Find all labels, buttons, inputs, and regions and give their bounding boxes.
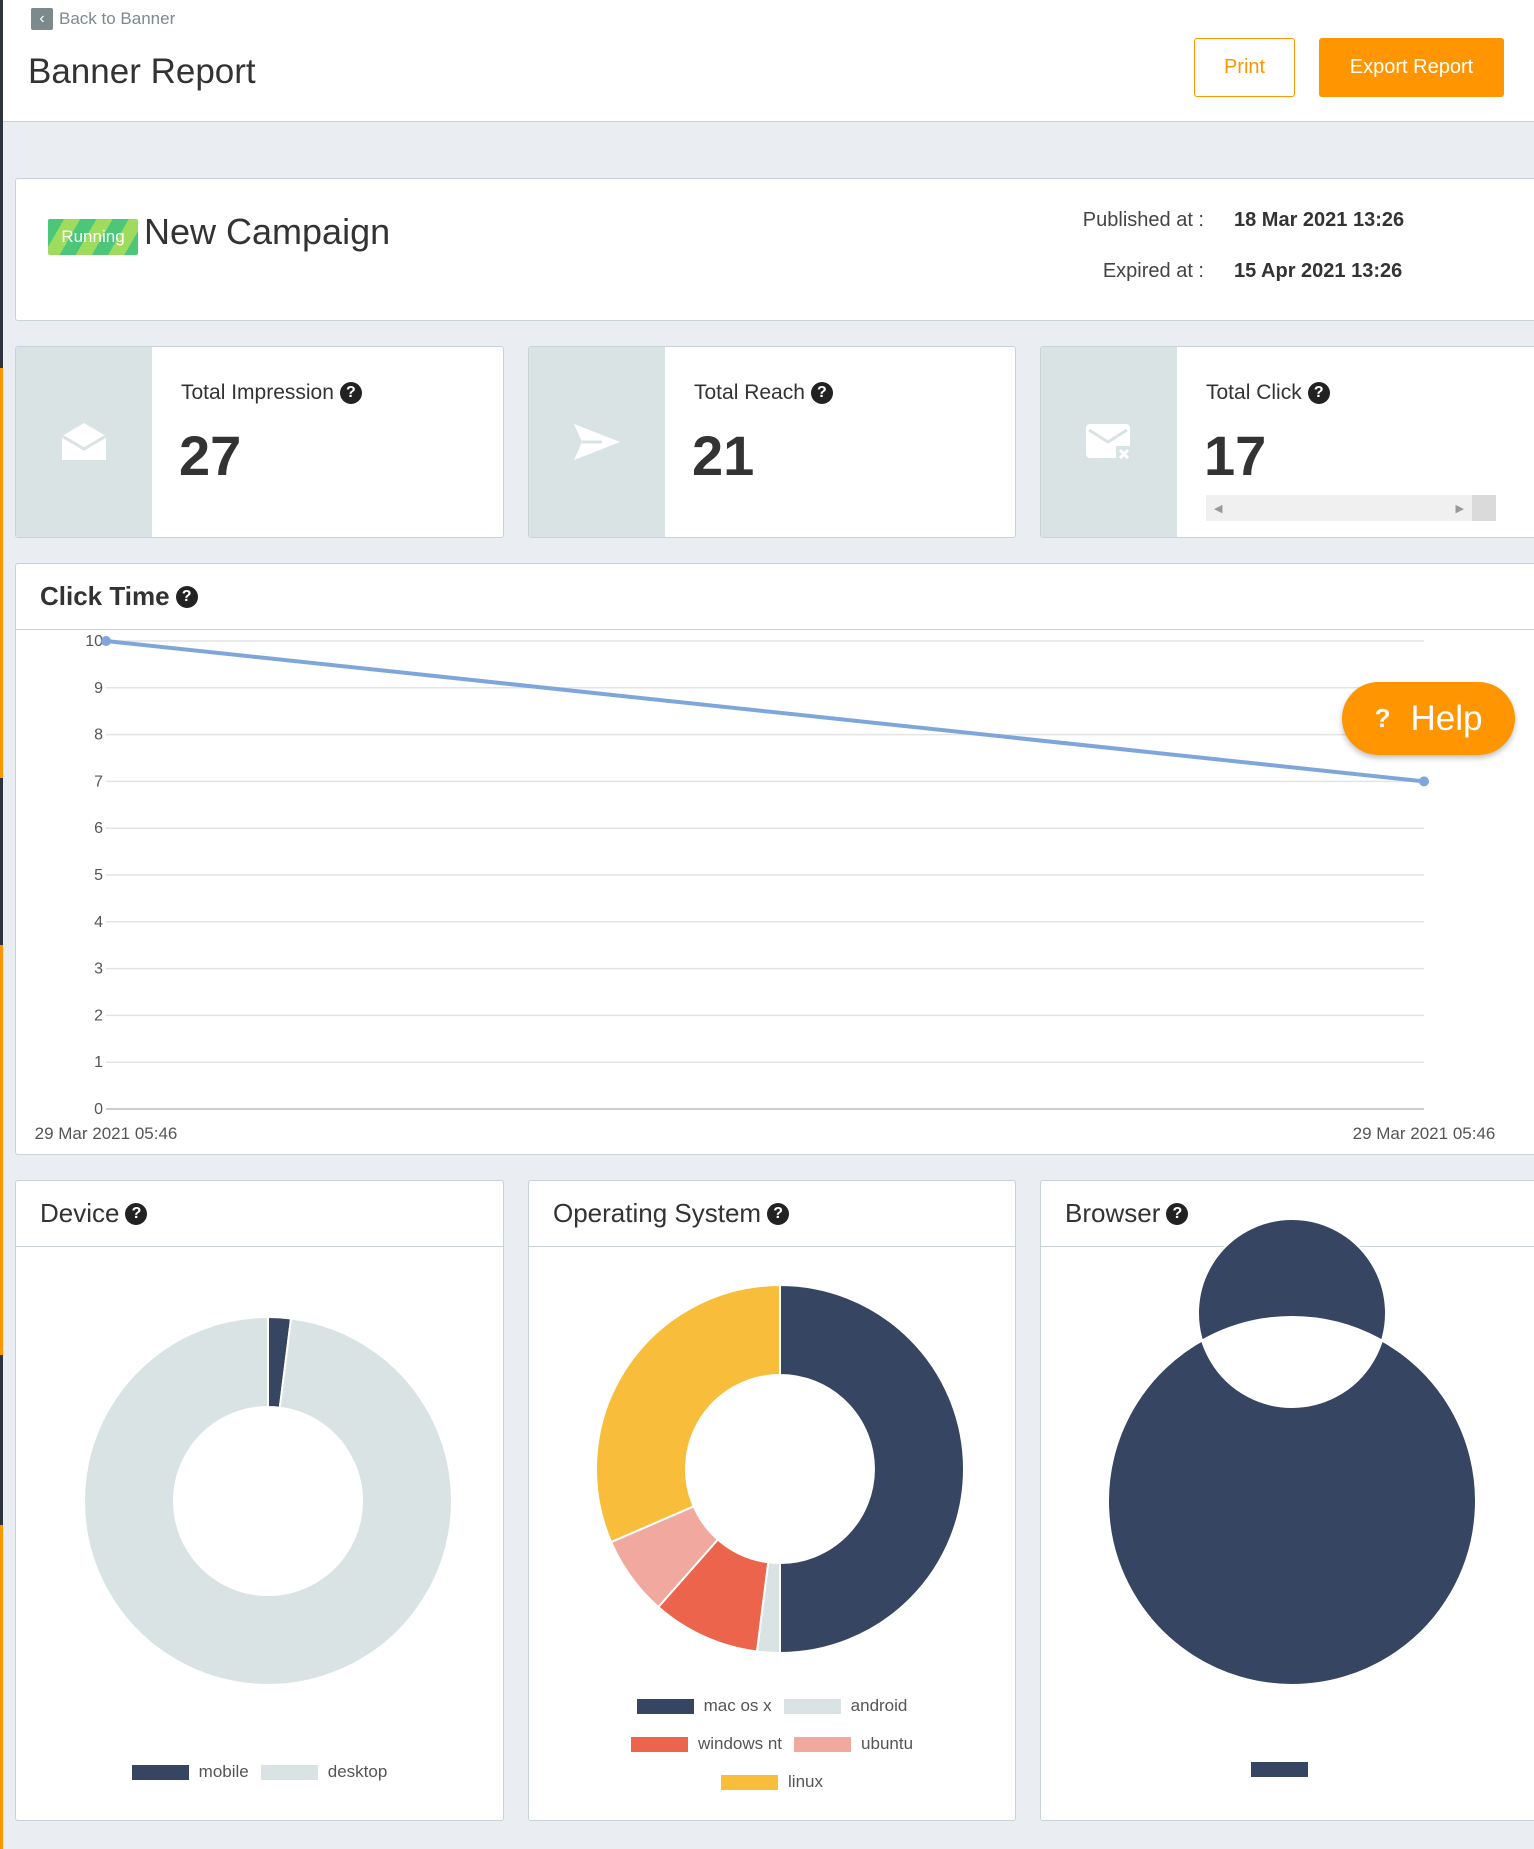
help-icon[interactable]: ?: [810, 382, 833, 404]
legend-label: android: [850, 1696, 908, 1715]
stat-label: Total Click: [1206, 381, 1302, 404]
help-icon[interactable]: ?: [1307, 382, 1330, 404]
y-tick-label: 3: [94, 961, 103, 978]
stat-value: 21: [692, 424, 755, 487]
click-time-card: Click Time? 0 1 2 3 4 5 6 7 8 9 10 29 Mar 2021 05:4…: [15, 563, 1534, 1155]
data-point[interactable]: [101, 636, 111, 646]
legend-swatch: [636, 1698, 694, 1714]
help-icon[interactable]: ?: [339, 382, 362, 404]
legend-swatch: [1251, 1762, 1308, 1777]
y-tick-label: 9: [94, 680, 103, 697]
legend-item[interactable]: desktop: [260, 1762, 388, 1782]
legend-label: linux: [788, 1772, 823, 1791]
export-report-button[interactable]: Export Report: [1319, 38, 1504, 97]
published-label: Published at :: [1082, 209, 1204, 231]
paper-plane-icon: [574, 424, 620, 460]
y-tick-label: 4: [94, 914, 103, 931]
y-tick-label: 6: [94, 820, 103, 837]
stat-card-reach: Total Reach? 21: [528, 346, 1016, 538]
question-icon: ?: [1374, 703, 1391, 733]
legend-item[interactable]: linux: [721, 1772, 823, 1792]
data-point[interactable]: [1419, 776, 1429, 787]
series-line: [105, 639, 1425, 784]
legend-swatch: [630, 1736, 688, 1752]
legend-label: desktop: [327, 1762, 388, 1781]
browser-legend: [1041, 1762, 1534, 1777]
x-tick-label: 29 Mar 2021 05:46: [1353, 1124, 1496, 1143]
legend-swatch: [131, 1764, 189, 1780]
legend-swatch: [794, 1736, 852, 1752]
published-value: 18 Mar 2021 13:26: [1234, 209, 1405, 231]
device-card: Device? mobile desktop: [15, 1180, 504, 1821]
stat-value: 27: [179, 424, 242, 487]
legend-item[interactable]: mac os x: [636, 1696, 772, 1716]
legend-swatch: [783, 1698, 841, 1714]
sidebar-edge: [0, 0, 3, 1849]
stat-card-impression: Total Impression? 27: [15, 346, 504, 538]
click-time-chart: 0 1 2 3 4 5 6 7 8 9 10 29 Mar 2021 05:46 29 Mar 2021…: [35, 633, 1496, 1143]
browser-card: Browser?: [1040, 1180, 1534, 1821]
card-title: Operating System: [553, 1198, 762, 1228]
chevron-left-icon: ‹: [31, 8, 53, 30]
print-button[interactable]: Print: [1194, 38, 1295, 97]
pie-slice-mac-os-x[interactable]: [779, 1283, 965, 1655]
legend-label: mac os x: [703, 1696, 772, 1715]
pie-slice-unnamed[interactable]: [1107, 1218, 1477, 1686]
y-tick-label: 1: [94, 1054, 103, 1071]
back-link[interactable]: ‹ Back to Banner: [31, 8, 175, 30]
legend-item[interactable]: android: [783, 1696, 908, 1716]
campaign-name: New Campaign: [144, 211, 391, 252]
envelope-x-icon: [1086, 424, 1132, 462]
legend-item[interactable]: mobile: [131, 1762, 249, 1782]
x-tick-label: 29 Mar 2021 05:46: [35, 1124, 178, 1143]
stat-label: Total Impression: [181, 381, 334, 404]
pie-slice-linux[interactable]: [595, 1283, 781, 1544]
legend-label: ubuntu: [861, 1734, 914, 1753]
os-donut-chart: [595, 1283, 965, 1655]
page-title: Banner Report: [28, 52, 256, 91]
help-label: Help: [1410, 698, 1483, 738]
legend-item[interactable]: windows nt: [630, 1734, 783, 1754]
horizontal-scrollbar[interactable]: ◀ ▶: [1206, 495, 1496, 521]
help-icon[interactable]: ?: [1166, 1202, 1189, 1225]
legend-label: windows nt: [697, 1734, 783, 1753]
expired-value: 15 Apr 2021 13:26: [1234, 260, 1403, 282]
y-tick-label: 5: [94, 867, 103, 884]
status-badge: Running: [48, 219, 138, 255]
os-card: Operating System? mac os x android windows…: [528, 1180, 1016, 1821]
legend-item[interactable]: ubuntu: [794, 1734, 913, 1754]
back-label: Back to Banner: [59, 9, 176, 28]
stat-value: 17: [1204, 424, 1267, 487]
y-tick-label: 7: [94, 773, 103, 790]
card-title: Device: [40, 1198, 120, 1228]
y-tick-label: 8: [94, 727, 103, 744]
os-legend: mac os x android windows nt ubuntu linux: [529, 1696, 1015, 1792]
help-icon[interactable]: ?: [767, 1202, 790, 1225]
help-icon[interactable]: ?: [175, 585, 198, 608]
help-icon[interactable]: ?: [125, 1202, 148, 1225]
device-donut-chart: [83, 1315, 453, 1686]
card-title: Click Time: [40, 581, 170, 611]
envelope-open-icon: [61, 423, 107, 460]
y-tick-label: 10: [85, 633, 103, 650]
pie-slice-desktop[interactable]: [83, 1315, 453, 1686]
stat-card-click: Total Click? 17 ◀ ▶: [1040, 346, 1534, 538]
help-button[interactable]: ? Help: [1342, 682, 1515, 755]
expired-label: Expired at :: [1102, 260, 1204, 282]
y-tick-label: 2: [94, 1007, 103, 1024]
y-tick-label: 0: [94, 1101, 103, 1118]
campaign-card: Running New Campaign Published at : 18 M…: [15, 178, 1534, 321]
legend-swatch: [260, 1764, 318, 1780]
legend-item[interactable]: [1251, 1762, 1308, 1777]
device-legend: mobile desktop: [16, 1762, 503, 1782]
browser-donut-chart: [1107, 1218, 1477, 1686]
stat-label: Total Reach: [694, 381, 805, 404]
card-title: Browser: [1065, 1198, 1161, 1228]
legend-swatch: [721, 1774, 779, 1790]
legend-label: mobile: [198, 1762, 249, 1781]
page-header: ‹ Back to Banner Banner Report Print Expo…: [3, 0, 1534, 122]
